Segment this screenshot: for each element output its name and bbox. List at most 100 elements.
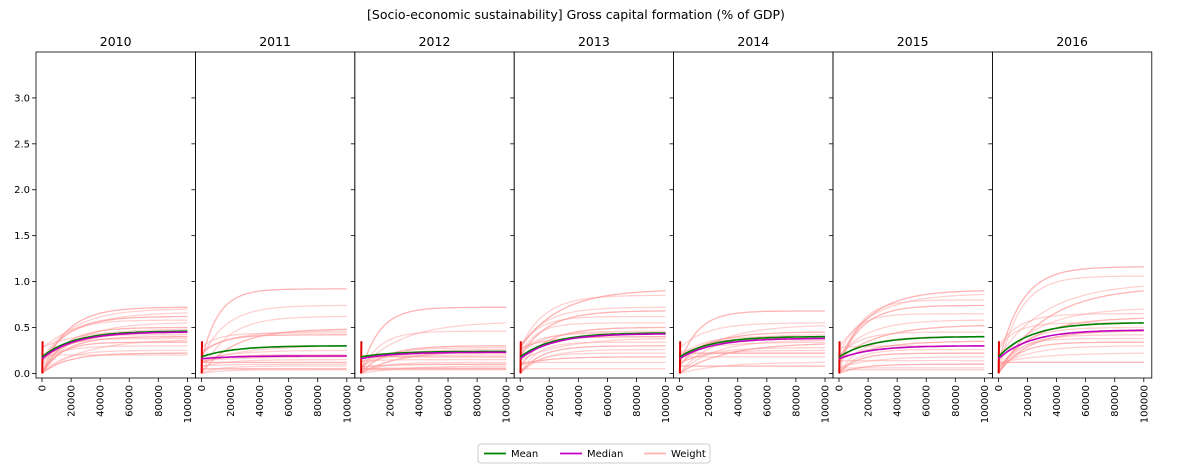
median-line xyxy=(519,333,666,360)
weight-line xyxy=(41,308,188,359)
y-tick-label: 1.5 xyxy=(14,231,30,242)
x-tick-label: 0 xyxy=(356,385,367,391)
weight-line xyxy=(679,325,826,366)
weight-line xyxy=(838,304,985,367)
x-tick-label: 100000 xyxy=(980,385,991,423)
panel-2014: 2014 0 20000 40000 60000 80000 100000 xyxy=(669,34,834,423)
weight-line xyxy=(360,358,507,362)
weight-line xyxy=(838,352,985,374)
x-tick-label: 20000 xyxy=(545,385,556,417)
weight-line xyxy=(838,356,985,369)
y-tick-label: 0.0 xyxy=(14,369,30,380)
weight-line xyxy=(201,365,347,375)
weight-line xyxy=(519,326,666,368)
median-line xyxy=(41,331,188,360)
legend-label: Mean xyxy=(511,449,538,460)
weight-line xyxy=(41,352,188,374)
legend-label: Median xyxy=(587,449,623,460)
x-tick-label: 40000 xyxy=(733,385,744,417)
weight-line xyxy=(41,319,188,368)
weight-line xyxy=(200,334,347,355)
x-tick-label: 0 xyxy=(197,385,208,391)
x-tick-label: 60000 xyxy=(444,385,455,417)
weight-line xyxy=(678,310,825,365)
weight-line xyxy=(201,363,347,367)
weight-line xyxy=(519,336,666,350)
panel-title: 2013 xyxy=(578,34,610,49)
weight-line xyxy=(41,312,188,350)
weight-line xyxy=(41,322,188,374)
weight-line xyxy=(201,369,347,375)
weight-line xyxy=(41,349,188,374)
panel-2013: 2013 0 20000 40000 60000 80000 100000 xyxy=(510,34,675,423)
weight-line xyxy=(360,330,507,374)
weight-line xyxy=(838,331,985,358)
weight-line xyxy=(519,294,666,349)
panel-2016: 2016 0 20000 40000 60000 80000 100000 xyxy=(988,34,1153,423)
x-tick-label: 0 xyxy=(994,385,1005,391)
panel-title: 2010 xyxy=(100,34,132,49)
weight-line xyxy=(838,290,985,361)
weight-line xyxy=(360,365,507,375)
panel-2012: 2012 0 20000 40000 60000 80000 100000 xyxy=(350,34,515,423)
weight-line xyxy=(41,345,188,361)
median-line xyxy=(997,329,1144,360)
mean-line xyxy=(41,330,188,358)
x-tick-label: 20000 xyxy=(1023,385,1034,417)
weight-line xyxy=(200,332,347,349)
series-group xyxy=(360,306,507,375)
weight-line xyxy=(998,352,1144,364)
weight-line xyxy=(838,319,985,357)
weight-line xyxy=(519,348,666,374)
weight-line xyxy=(997,334,1144,374)
x-tick-label: 40000 xyxy=(96,385,107,417)
x-tick-label: 0 xyxy=(675,385,686,391)
series-group xyxy=(200,288,347,375)
weight-line xyxy=(41,339,188,374)
x-tick-label: 60000 xyxy=(125,385,136,417)
weight-line xyxy=(838,325,985,361)
weight-line xyxy=(997,275,1144,374)
x-tick-label: 40000 xyxy=(255,385,266,417)
weight-line xyxy=(838,293,985,349)
panel-2010: 2010 0 20000 40000 60000 80000 100000 0.0 0.5 1.0… xyxy=(14,34,196,423)
weight-line xyxy=(519,322,666,355)
x-tick-label: 100000 xyxy=(1139,385,1150,423)
weight-line xyxy=(997,337,1144,374)
weight-line xyxy=(360,306,507,374)
x-tick-label: 40000 xyxy=(414,385,425,417)
weight-line xyxy=(838,313,985,356)
weight-line xyxy=(200,328,347,374)
mean-line xyxy=(838,335,985,358)
weight-line xyxy=(679,347,825,365)
x-tick-label: 100000 xyxy=(661,385,672,423)
weight-line xyxy=(519,337,666,361)
series-group xyxy=(519,290,666,374)
x-tick-label: 100000 xyxy=(502,385,513,423)
y-tick-label: 3.0 xyxy=(14,93,30,104)
panel-title: 2011 xyxy=(259,34,291,49)
weight-line xyxy=(520,356,666,366)
weight-line xyxy=(679,322,825,349)
mean-line xyxy=(201,345,347,358)
y-tick-label: 0.5 xyxy=(14,323,30,334)
weight-line xyxy=(519,352,666,374)
mean-line xyxy=(519,332,666,358)
weight-line xyxy=(519,290,666,349)
weight-line xyxy=(679,349,825,365)
mean-line xyxy=(997,322,1144,358)
x-tick-label: 0 xyxy=(835,385,846,391)
weight-line xyxy=(679,343,826,374)
weight-line xyxy=(519,330,666,355)
weight-line xyxy=(41,306,188,374)
series-group xyxy=(678,310,826,375)
series-group xyxy=(41,306,188,374)
panel-title: 2015 xyxy=(897,34,929,49)
series-group xyxy=(838,290,985,375)
x-tick-label: 60000 xyxy=(762,385,773,417)
median-line xyxy=(201,355,347,360)
x-tick-label: 80000 xyxy=(154,385,165,417)
x-tick-label: 40000 xyxy=(574,385,585,417)
median-line xyxy=(679,337,825,360)
weight-line xyxy=(519,315,666,349)
